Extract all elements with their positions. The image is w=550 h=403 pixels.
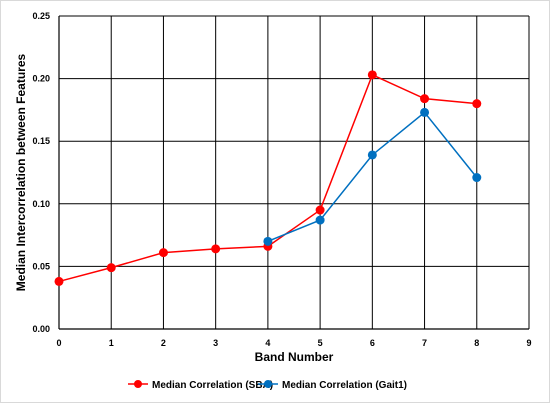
data-point	[367, 150, 377, 160]
x-tick-label: 1	[109, 338, 114, 348]
x-tick-label: 3	[213, 338, 218, 348]
data-point	[367, 70, 377, 80]
data-point	[315, 205, 325, 215]
y-tick-label: 0.05	[32, 261, 50, 271]
y-tick-label: 0.00	[32, 324, 50, 334]
x-tick-label: 8	[474, 338, 479, 348]
legend-item-gait1: Median Correlation (Gait1)	[258, 380, 407, 391]
y-tick-label: 0.25	[32, 11, 50, 21]
series-gait1	[263, 107, 482, 246]
x-tick-label: 2	[161, 338, 166, 348]
y-tick-label: 0.15	[32, 136, 50, 146]
data-point	[315, 215, 325, 225]
x-tick-label: 6	[370, 338, 375, 348]
x-tick-label: 0	[56, 338, 61, 348]
data-point	[158, 248, 168, 258]
legend-swatch-marker-gait1	[264, 380, 272, 388]
legend-label-sba: Median Correlation (SBA)	[152, 380, 273, 391]
legend-swatch-marker-sba	[134, 380, 142, 388]
data-point	[263, 236, 273, 246]
grid	[59, 15, 530, 329]
tick-labels: 0 1 2 3 4 5 6 7 8 9 0.00 0.05 0.10 0.15 0.20 0.25	[32, 11, 531, 348]
x-tick-label: 7	[422, 338, 427, 348]
x-tick-label: 9	[526, 338, 531, 348]
axes	[58, 16, 529, 330]
x-axis-label: Band Number	[255, 350, 334, 364]
data-point	[472, 99, 482, 109]
x-tick-label: 5	[318, 338, 323, 348]
x-tick-label: 4	[265, 338, 270, 348]
y-axis-label: Median Intercorrelation between Features	[14, 53, 28, 291]
legend: Median Correlation (SBA) Median Correlat…	[128, 380, 407, 391]
data-point	[54, 276, 64, 286]
data-point	[472, 173, 482, 183]
y-tick-label: 0.10	[32, 199, 50, 209]
data-point	[420, 94, 430, 104]
y-tick-label: 0.20	[32, 74, 50, 84]
legend-label-gait1: Median Correlation (Gait1)	[282, 380, 407, 391]
data-point	[211, 244, 221, 254]
legend-item-sba: Median Correlation (SBA)	[128, 380, 273, 391]
data-point	[106, 263, 116, 273]
data-point	[420, 107, 430, 117]
series	[54, 70, 482, 286]
